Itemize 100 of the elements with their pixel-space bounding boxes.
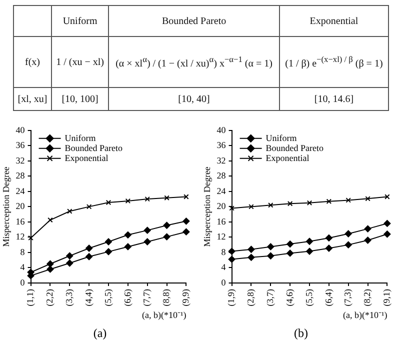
point bbox=[144, 196, 150, 202]
y-tick-label: 24 bbox=[216, 186, 226, 196]
point bbox=[163, 233, 170, 240]
legend-label: Uniform bbox=[266, 132, 297, 143]
point bbox=[326, 198, 332, 204]
point bbox=[287, 201, 293, 206]
point bbox=[228, 248, 236, 255]
y-tick-label: 8 bbox=[20, 246, 26, 257]
y-tick-label: 20 bbox=[216, 201, 226, 212]
y-tick-label: 36 bbox=[216, 140, 226, 150]
point bbox=[124, 243, 132, 250]
y-tick-label: 12 bbox=[216, 232, 226, 242]
legend-label: Exponential bbox=[266, 152, 310, 163]
point bbox=[86, 244, 93, 252]
x-tick-label: (7,3) bbox=[342, 288, 353, 306]
y-tick-label: 40 bbox=[216, 124, 226, 135]
x-tick-label: (2,8) bbox=[246, 288, 256, 306]
point bbox=[46, 260, 54, 268]
point bbox=[124, 231, 132, 238]
point bbox=[344, 241, 352, 248]
x-tick-label: (3,7) bbox=[265, 288, 276, 306]
point bbox=[306, 200, 312, 206]
legend-label: Exponential bbox=[64, 152, 109, 163]
y-tick-label: 12 bbox=[16, 232, 25, 242]
x-tick-label: (8,8) bbox=[161, 288, 172, 306]
text: [10, 40] bbox=[178, 94, 210, 104]
point bbox=[48, 217, 53, 223]
point bbox=[346, 198, 351, 203]
point bbox=[164, 195, 170, 201]
y-tick-label: 16 bbox=[16, 216, 26, 226]
point bbox=[325, 234, 332, 242]
x-tick-label: (4,6) bbox=[284, 288, 294, 306]
y-tick-label: 8 bbox=[221, 246, 226, 257]
point bbox=[86, 253, 93, 260]
y-axis-title: Misperception Degree bbox=[0, 166, 11, 247]
legend-label: Bounded Pareto bbox=[64, 142, 124, 153]
point bbox=[267, 252, 274, 260]
x-tick-label: (8,2) bbox=[362, 288, 372, 306]
y-tick-label: 0 bbox=[221, 277, 226, 288]
x-tick-label: (1,1) bbox=[25, 288, 36, 306]
point bbox=[306, 248, 313, 255]
y-tick-label: 4 bbox=[20, 262, 26, 272]
legend-label: Bounded Pareto bbox=[266, 142, 324, 153]
point bbox=[248, 246, 255, 253]
x-tick-label: (6,4) bbox=[323, 288, 334, 306]
point bbox=[66, 260, 74, 267]
x-tick-label: (1,9) bbox=[226, 288, 236, 306]
point bbox=[384, 220, 391, 227]
category-label: Exponential bbox=[279, 6, 388, 36]
y-tick-label: 32 bbox=[216, 155, 226, 166]
point bbox=[125, 198, 131, 204]
point bbox=[286, 240, 294, 248]
y-tick-label: 24 bbox=[16, 186, 26, 196]
x-tick-label: (3,3) bbox=[64, 288, 74, 306]
text: 1 / (xu − xl) bbox=[56, 56, 104, 68]
point bbox=[105, 238, 112, 246]
x-tick-label: (4,4) bbox=[83, 288, 94, 306]
y-tick-label: 0 bbox=[20, 277, 26, 288]
point bbox=[228, 256, 236, 263]
point bbox=[268, 202, 274, 208]
category-label: f(x) bbox=[24, 56, 40, 68]
point bbox=[144, 238, 151, 246]
point bbox=[286, 250, 294, 257]
point bbox=[344, 230, 352, 238]
point bbox=[365, 196, 370, 202]
point bbox=[364, 236, 372, 244]
point bbox=[66, 252, 74, 260]
x-tick-label: (5,5) bbox=[102, 288, 113, 306]
point bbox=[46, 266, 54, 273]
x-axis-title: (a, b)(*10⁻¹) bbox=[142, 310, 186, 320]
y-axis-title: Misperception Degree bbox=[202, 166, 212, 247]
y-tick-label: 28 bbox=[16, 170, 26, 181]
point bbox=[248, 254, 255, 261]
text: (b) bbox=[293, 326, 309, 341]
point bbox=[106, 200, 112, 206]
y-tick-label: 36 bbox=[16, 140, 26, 150]
point bbox=[182, 218, 190, 225]
point bbox=[364, 225, 372, 232]
text: [10, 100] bbox=[62, 94, 98, 104]
point bbox=[144, 226, 151, 234]
text: (1 / β) e$^{−(x−xl) / β}$ (β = 1) bbox=[285, 54, 383, 70]
category-label: Uniform bbox=[51, 6, 109, 36]
category-label: Bounded Pareto bbox=[108, 6, 280, 36]
category-label: [xl, xu] bbox=[18, 94, 48, 104]
x-tick-label: (7,7) bbox=[142, 288, 152, 306]
point bbox=[325, 244, 332, 252]
y-tick-label: 28 bbox=[216, 170, 226, 181]
y-tick-label: 16 bbox=[216, 216, 226, 226]
text: (α × xl$^{α}$) / (1 − (xl / xu)$^{α}$) x$^{−α−1}$ (α = 1) bbox=[116, 54, 272, 70]
y-tick-label: 20 bbox=[16, 201, 26, 212]
x-tick-label: (5,5) bbox=[304, 288, 314, 306]
y-tick-label: 40 bbox=[16, 124, 26, 135]
x-tick-label: (9,9) bbox=[180, 288, 191, 306]
y-tick-label: 32 bbox=[16, 155, 25, 166]
point bbox=[384, 230, 391, 238]
x-tick-label: (6,6) bbox=[122, 288, 132, 306]
point bbox=[67, 208, 72, 214]
point bbox=[267, 243, 274, 250]
point bbox=[248, 204, 254, 210]
y-tick-label: 4 bbox=[221, 262, 226, 272]
